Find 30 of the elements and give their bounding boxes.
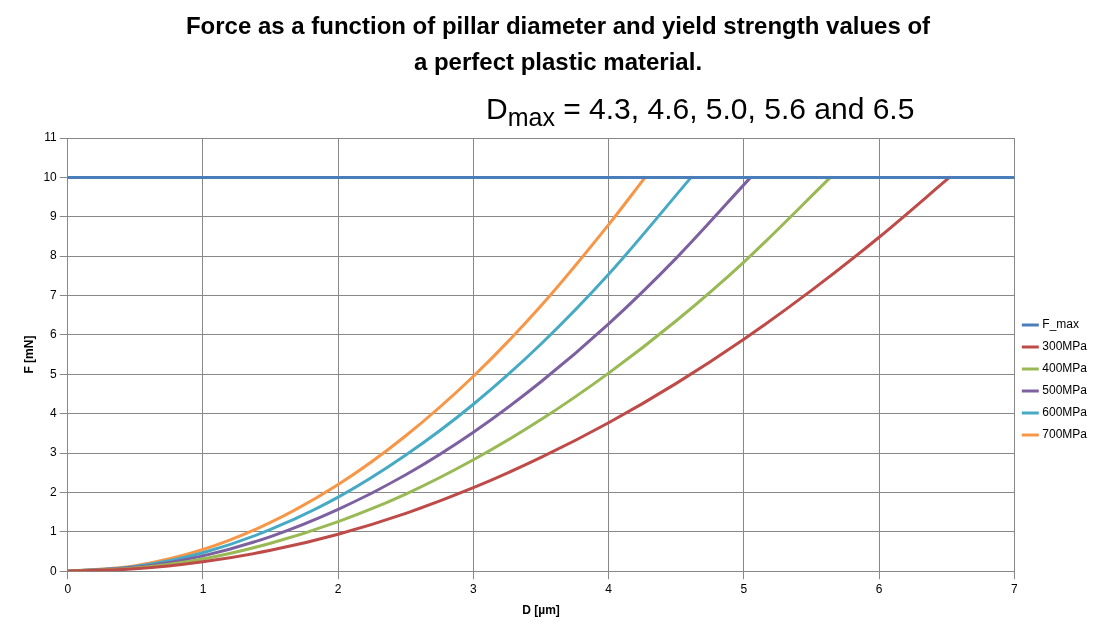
x-axis-title: D [µm] <box>522 603 560 618</box>
legend-label: 700MPa <box>1042 427 1088 442</box>
legend-label: 500MPa <box>1042 383 1088 398</box>
x-tick-label: 5 <box>740 581 748 596</box>
text: D$_{max}$ = 4.3, 4.6, 5.0, 5.6 and 6.5 <box>486 92 915 132</box>
x-tick-label: 3 <box>470 581 478 596</box>
y-tick-label: 6 <box>50 327 58 342</box>
y-tick-label: 4 <box>50 405 58 420</box>
y-tick-label: 2 <box>50 484 58 499</box>
y-tick-label: 11 <box>44 130 58 145</box>
y-tick-label: 9 <box>50 209 58 224</box>
legend-label: 600MPa <box>1042 405 1088 420</box>
y-tick-label: 1 <box>50 524 58 539</box>
legend-label: F_max <box>1042 317 1079 332</box>
y-tick-label: 0 <box>50 563 58 578</box>
x-tick-label: 0 <box>64 581 72 596</box>
x-tick-label: 4 <box>605 581 613 596</box>
x-tick-label: 6 <box>875 581 883 596</box>
y-tick-label: 7 <box>50 287 58 302</box>
x-tick-label: 7 <box>1010 581 1018 596</box>
x-tick-label: 2 <box>334 581 342 596</box>
y-tick-label: 3 <box>50 445 58 460</box>
legend-label: 300MPa <box>1042 339 1088 354</box>
y-tick-label: 10 <box>43 169 58 184</box>
x-tick-label: 1 <box>199 581 207 596</box>
y-tick-label: 5 <box>50 366 58 381</box>
legend-label: 400MPa <box>1042 361 1088 376</box>
chart-title: Force as a function of pillar diameter and yield strength values of a perfect plastic material. <box>184 11 932 77</box>
y-axis-title: F [mN] <box>21 335 36 374</box>
y-tick-label: 8 <box>50 248 58 263</box>
